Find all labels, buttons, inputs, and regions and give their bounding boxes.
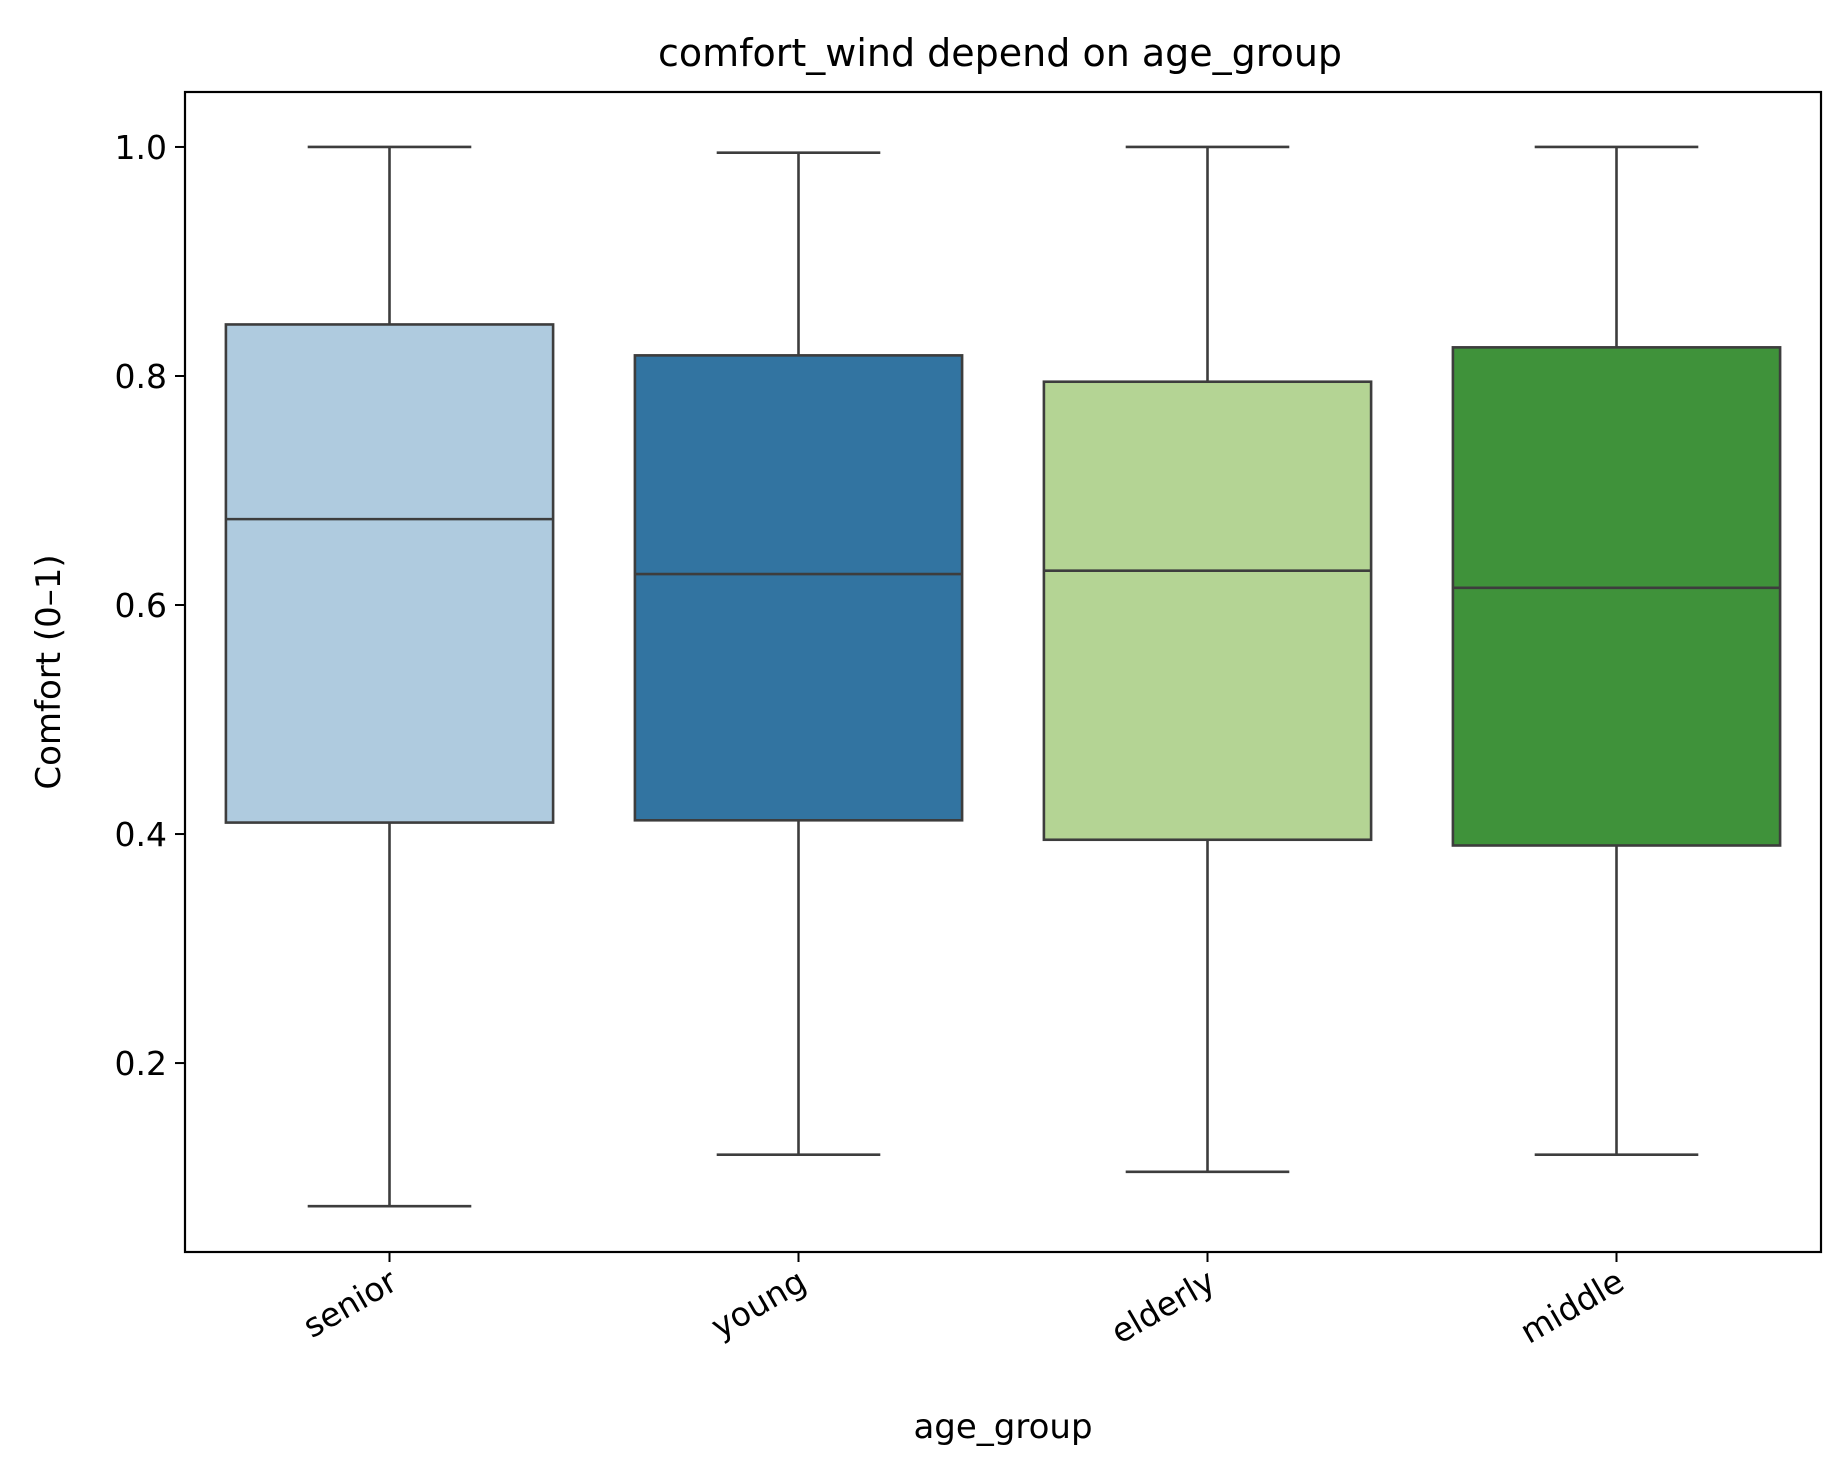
x-axis-label: age_group bbox=[913, 1407, 1092, 1447]
y-tick-label: 0.6 bbox=[115, 586, 167, 625]
box-iqr bbox=[633, 354, 964, 822]
y-tick-label: 0.8 bbox=[115, 357, 167, 396]
y-tick-label: 0.2 bbox=[115, 1044, 167, 1083]
y-axis: 0.2 0.4 0.6 0.8 1.0 bbox=[115, 128, 185, 1083]
box-middle bbox=[1451, 145, 1782, 1156]
box-iqr bbox=[224, 323, 555, 824]
box-iqr bbox=[1042, 380, 1373, 842]
box-elderly bbox=[1042, 145, 1373, 1174]
box-iqr bbox=[1451, 346, 1782, 847]
box-young bbox=[633, 151, 964, 1156]
chart-title: comfort_wind depend on age_group bbox=[658, 31, 1342, 75]
y-tick-label: 0.4 bbox=[115, 815, 167, 854]
box-senior bbox=[224, 145, 555, 1208]
plot-frame bbox=[183, 90, 1823, 1254]
boxes-group bbox=[224, 145, 1782, 1208]
y-axis-label: Comfort (0–1) bbox=[29, 554, 69, 789]
y-tick-label: 1.0 bbox=[115, 128, 167, 167]
